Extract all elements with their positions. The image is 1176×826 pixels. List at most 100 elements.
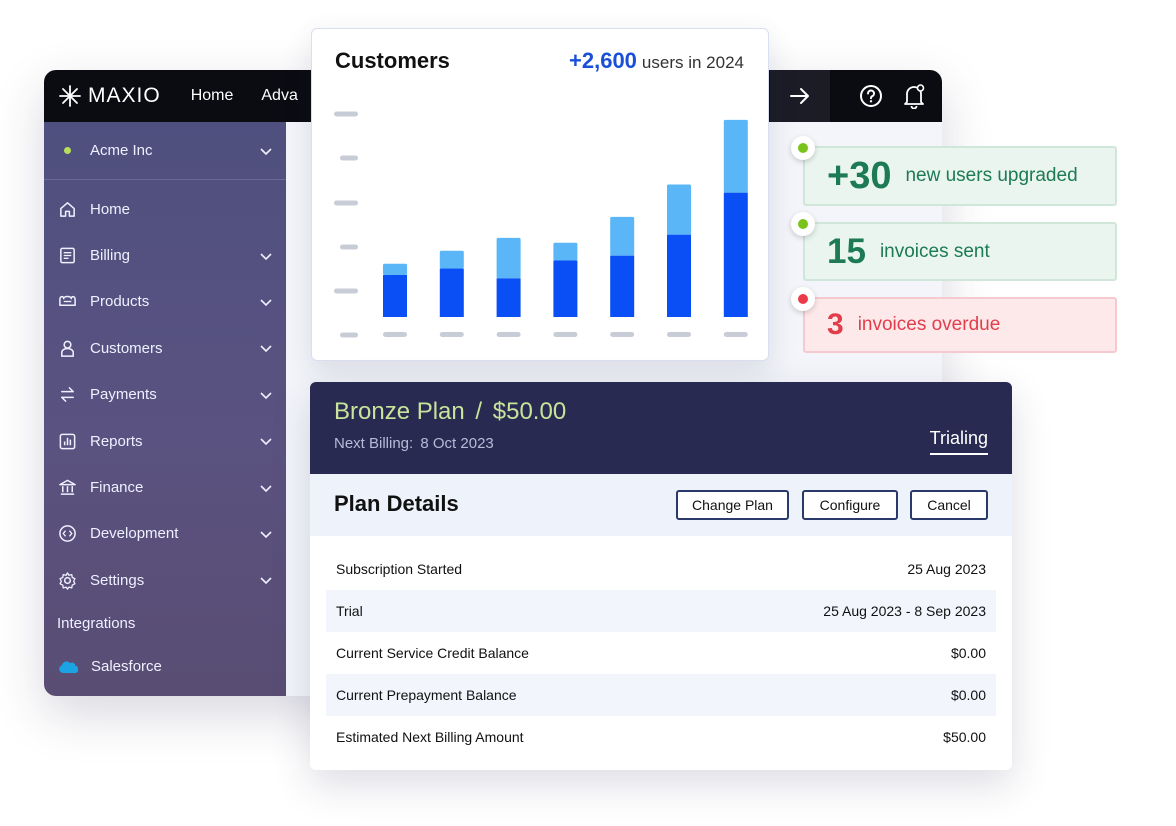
sidebar-item-customers[interactable]: Customers: [44, 325, 286, 371]
next-billing: Next Billing: 8 Oct 2023: [334, 435, 494, 452]
sidebar-item-payments[interactable]: Payments: [44, 372, 286, 418]
chevron-down-icon: [260, 392, 272, 399]
sidebar-item-billing[interactable]: Billing: [44, 232, 286, 278]
bar-segment-1: [610, 255, 635, 317]
salesforce-icon: [59, 661, 78, 673]
nav-home[interactable]: Home: [190, 87, 234, 104]
configure-button[interactable]: Configure: [802, 490, 898, 520]
row-label: Current Service Credit Balance: [336, 645, 529, 661]
table-row: Current Prepayment Balance $0.00: [326, 674, 996, 716]
sidebar-item-label: Products: [90, 293, 150, 311]
stat-label: new users upgraded: [905, 165, 1078, 186]
row-label: Current Prepayment Balance: [336, 687, 517, 703]
plan-details-table: Subscription Started 25 Aug 2023 Trial 2…: [326, 548, 996, 758]
x-tick-placeholder: [439, 332, 464, 337]
chart-stat: +2,600 users in 2024: [569, 48, 744, 74]
products-icon: [59, 296, 76, 307]
org-name: Acme Inc: [90, 142, 153, 159]
bar-segment-1: [667, 234, 691, 317]
cancel-button[interactable]: Cancel: [910, 490, 988, 520]
bar-segment-1: [723, 192, 748, 317]
sidebar-item-reports[interactable]: Reports: [44, 418, 286, 464]
org-switcher[interactable]: Acme Inc: [44, 122, 286, 180]
x-tick-placeholder: [496, 332, 521, 337]
payments-icon: [61, 387, 74, 403]
y-tick-placeholder: [334, 200, 358, 206]
sidebar-item-label: Billing: [90, 247, 131, 265]
row-value: 25 Aug 2023: [907, 561, 986, 577]
table-row: Subscription Started 25 Aug 2023: [326, 548, 996, 590]
stat-card-invoices-overdue: 3 invoices overdue: [791, 287, 1117, 353]
bar-segment-2: [553, 242, 578, 261]
billing-icon: [60, 247, 75, 264]
finance-icon: [59, 479, 76, 495]
table-row: Trial 25 Aug 2023 - 8 Sep 2023: [326, 590, 996, 632]
development-icon: [59, 525, 76, 543]
y-tick-placeholder: [340, 155, 358, 161]
bar-segment-2: [496, 237, 521, 279]
sidebar-item-label: Home: [90, 200, 131, 218]
plan-details-title: Plan Details: [334, 491, 459, 516]
stat-value: +30: [827, 154, 892, 197]
status-dot: [791, 212, 815, 236]
help-icon[interactable]: [859, 84, 883, 108]
stat-value: 3: [827, 308, 844, 341]
bar-segment-2: [439, 250, 464, 269]
row-label: Trial: [336, 603, 363, 619]
org-status-dot: [64, 147, 71, 154]
status-dot-fill: [798, 143, 808, 153]
row-value: 25 Aug 2023 - 8 Sep 2023: [823, 603, 986, 619]
x-tick-placeholder: [553, 332, 578, 337]
chevron-down-icon: [260, 438, 272, 446]
chart-stat-value: +2,600: [569, 48, 637, 73]
sidebar-item-label: Salesforce: [91, 658, 162, 676]
bar-segment-2: [610, 216, 635, 256]
row-value: $50.00: [943, 729, 986, 745]
sidebar-item-products[interactable]: Products: [44, 279, 286, 325]
change-plan-button[interactable]: Change Plan: [676, 490, 789, 520]
plan-name: Bronze Plan: [334, 398, 465, 425]
sidebar-item-finance[interactable]: Finance: [44, 464, 286, 510]
chevron-down-icon: [260, 577, 272, 585]
sidebar-item-label: Development: [90, 525, 179, 543]
status-dot: [791, 136, 815, 160]
chevron-down-icon: [260, 484, 272, 492]
nav-advanced[interactable]: Adva: [261, 87, 298, 104]
x-tick-placeholder: [383, 332, 407, 337]
x-tick-placeholder: [667, 332, 691, 337]
bar-segment-1: [553, 260, 578, 317]
stat-card-invoices-sent: 15 invoices sent: [791, 212, 1117, 281]
x-tick-placeholder: [610, 332, 635, 337]
plan-separator: /: [475, 398, 483, 425]
customers-bar-chart: [334, 111, 748, 338]
bar-segment-1: [383, 275, 407, 317]
maxio-logo-icon: [59, 85, 81, 107]
bar-segment-2: [667, 184, 691, 235]
row-value: $0.00: [950, 645, 986, 661]
plan-price: $50.00: [492, 398, 567, 425]
row-label: Estimated Next Billing Amount: [336, 729, 524, 745]
y-tick-placeholder: [340, 244, 358, 250]
home-icon: [60, 201, 75, 217]
sidebar: Acme Inc Home Billing Products Customers…: [44, 122, 286, 696]
plan-header: Bronze Plan / $50.00 Next Billing: 8 Oct…: [310, 382, 1012, 474]
stat-card-upgraded: +30 new users upgraded: [791, 136, 1117, 206]
forward-arrow-button[interactable]: [770, 70, 830, 122]
plan-title: Bronze Plan / $50.00: [334, 398, 566, 426]
stat-label: invoices sent: [879, 240, 990, 262]
sidebar-item-label: Finance: [90, 479, 144, 497]
next-billing-date: 8 Oct 2023: [420, 435, 494, 452]
maxio-logo[interactable]: MAXIO: [58, 84, 161, 108]
bell-icon[interactable]: [902, 83, 926, 109]
stat-value: 15: [827, 231, 866, 271]
sidebar-item-home[interactable]: Home: [44, 186, 286, 232]
sidebar-item-development[interactable]: Development: [44, 511, 286, 557]
table-row: Current Service Credit Balance $0.00: [326, 632, 996, 674]
tab-trialing[interactable]: Trialing: [929, 428, 988, 455]
sidebar-item-settings[interactable]: Settings: [44, 557, 286, 603]
bar-segment-2: [383, 263, 407, 275]
settings-icon: [59, 572, 76, 590]
chevron-down-icon: [260, 345, 272, 353]
status-dot-fill: [798, 294, 808, 304]
sidebar-item-salesforce[interactable]: Salesforce: [44, 644, 286, 690]
